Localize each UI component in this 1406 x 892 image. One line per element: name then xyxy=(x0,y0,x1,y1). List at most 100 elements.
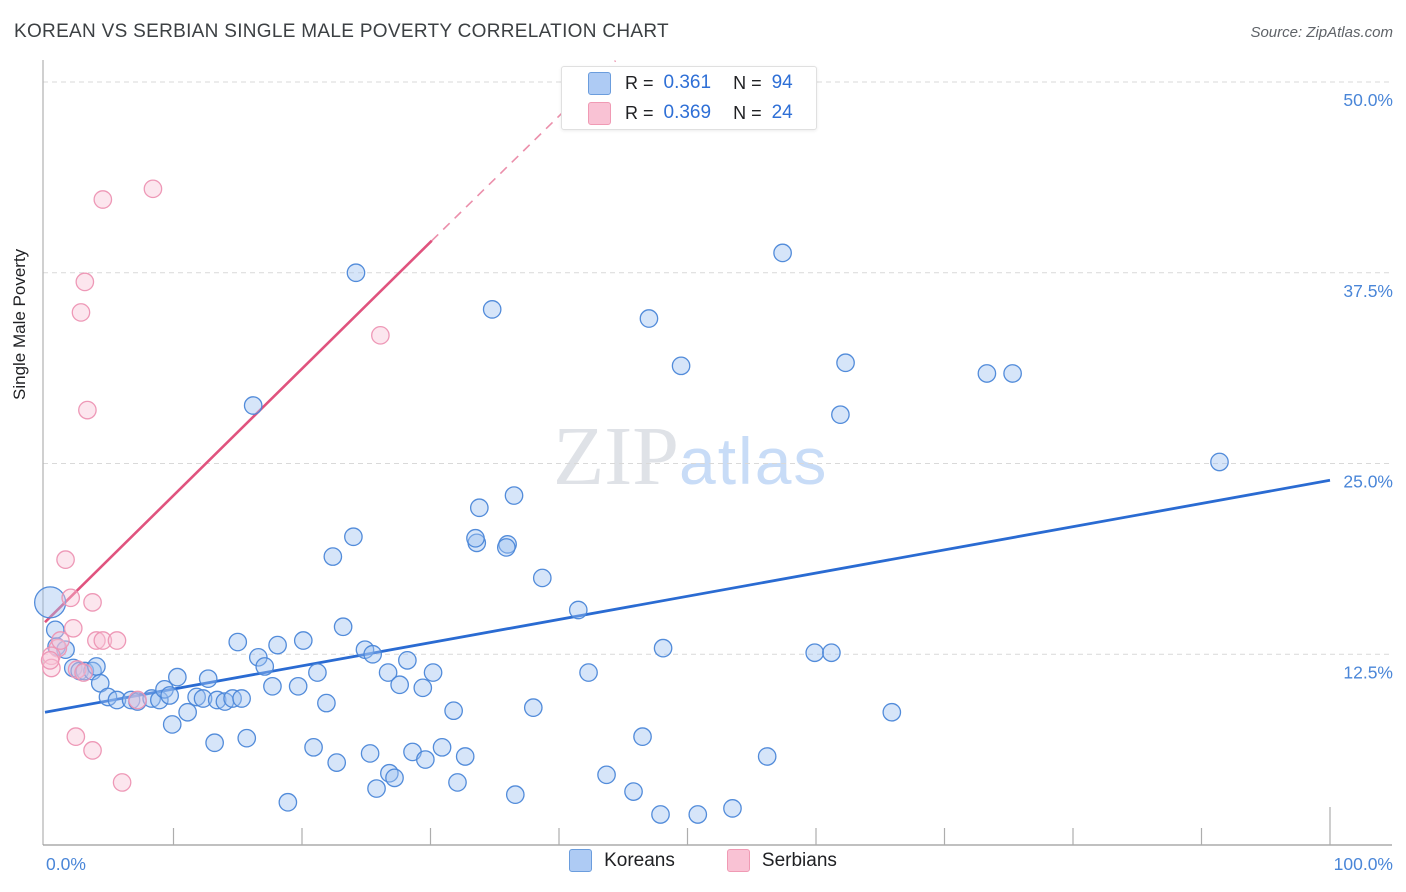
data-point-koreans xyxy=(121,690,141,710)
x-tick-label-min: 0.0% xyxy=(46,854,86,874)
data-point-koreans xyxy=(308,663,327,682)
data-point-koreans xyxy=(822,643,841,663)
data-point-serbians xyxy=(51,631,70,650)
n-label: N = xyxy=(733,72,762,93)
data-point-koreans xyxy=(378,663,398,682)
data-point-serbians xyxy=(107,631,127,650)
data-point-serbians xyxy=(71,303,91,322)
data-point-koreans xyxy=(532,568,552,588)
koreans-label: Koreans xyxy=(604,849,675,871)
data-point-koreans xyxy=(416,750,435,769)
data-point-koreans xyxy=(33,586,67,619)
data-point-koreans xyxy=(142,689,162,708)
data-point-koreans xyxy=(1003,364,1022,383)
data-point-serbians xyxy=(87,631,106,650)
data-point-serbians xyxy=(40,651,60,670)
serbians-swatch-icon xyxy=(726,849,750,872)
data-point-koreans xyxy=(432,737,452,757)
data-point-koreans xyxy=(304,737,323,757)
data-point-koreans xyxy=(367,779,386,798)
correlation-legend: R = 0.361 N = 94 R = 0.369 N = 24 xyxy=(561,66,817,130)
data-point-koreans xyxy=(390,675,410,695)
data-point-koreans xyxy=(882,702,902,722)
serbians-swatch-icon xyxy=(588,101,611,125)
data-point-koreans xyxy=(293,631,313,650)
data-point-koreans xyxy=(193,689,213,708)
data-point-serbians xyxy=(371,325,390,345)
data-point-koreans xyxy=(288,676,308,696)
data-point-serbians xyxy=(75,272,95,292)
data-point-koreans xyxy=(178,702,197,722)
data-point-koreans xyxy=(243,396,263,415)
r-value: 0.369 xyxy=(663,102,712,123)
data-point-koreans xyxy=(413,678,433,698)
data-point-koreans xyxy=(268,635,287,655)
data-point-serbians xyxy=(63,618,83,638)
data-point-koreans xyxy=(671,356,691,376)
data-point-koreans xyxy=(466,528,485,548)
data-point-koreans xyxy=(469,498,489,518)
data-point-koreans xyxy=(723,799,742,818)
data-point-serbians xyxy=(93,631,113,650)
data-point-koreans xyxy=(651,805,670,824)
data-point-koreans xyxy=(639,309,659,328)
data-point-koreans xyxy=(688,805,708,824)
data-point-serbians xyxy=(78,400,97,420)
data-point-koreans xyxy=(327,753,347,772)
data-point-koreans xyxy=(653,638,673,658)
n-value: 94 xyxy=(771,72,793,93)
data-point-serbians xyxy=(112,773,132,792)
data-point-koreans xyxy=(248,647,268,667)
data-point-koreans xyxy=(205,733,224,753)
data-point-koreans xyxy=(504,486,524,505)
data-point-koreans xyxy=(398,651,417,670)
data-point-koreans xyxy=(255,657,275,676)
data-point-koreans xyxy=(523,698,543,718)
data-point-serbians xyxy=(74,663,93,682)
data-point-koreans xyxy=(597,765,616,785)
data-point-serbians xyxy=(128,690,147,710)
data-point-koreans xyxy=(155,679,174,699)
y-tick-label: 12.5% xyxy=(1343,662,1393,682)
data-point-koreans xyxy=(323,547,343,566)
data-point-koreans xyxy=(162,715,182,734)
source-attribution: Source: ZipAtlas.com xyxy=(1250,24,1393,41)
data-point-koreans xyxy=(831,405,850,425)
x-tick-label-max: 100.0% xyxy=(1334,854,1393,874)
data-point-serbians xyxy=(56,550,75,569)
data-point-koreans xyxy=(505,785,525,804)
data-point-koreans xyxy=(333,617,353,637)
data-point-koreans xyxy=(385,768,404,788)
data-point-koreans xyxy=(237,728,257,748)
data-point-koreans xyxy=(423,663,443,682)
data-point-koreans xyxy=(346,263,366,283)
data-point-koreans xyxy=(805,643,825,663)
koreans-swatch-icon xyxy=(588,71,611,95)
data-point-serbians xyxy=(61,588,81,608)
data-point-serbians xyxy=(93,190,113,209)
data-point-koreans xyxy=(568,600,588,620)
data-point-koreans xyxy=(363,644,383,664)
data-point-koreans xyxy=(633,727,652,747)
series-legend: Koreans Serbians xyxy=(0,849,1406,872)
data-point-koreans xyxy=(977,364,997,383)
legend-item-koreans: Koreans xyxy=(569,849,675,872)
n-value: 24 xyxy=(771,102,793,123)
data-point-koreans xyxy=(107,690,127,710)
data-point-koreans xyxy=(344,527,363,547)
data-point-koreans xyxy=(624,782,643,801)
y-tick-label: 25.0% xyxy=(1343,472,1393,492)
chart-title: KOREAN VS SERBIAN SINGLE MALE POVERTY CO… xyxy=(14,21,669,42)
data-point-serbians xyxy=(83,593,102,612)
data-point-koreans xyxy=(360,744,380,763)
data-point-koreans xyxy=(448,773,467,792)
data-point-serbians xyxy=(42,658,61,678)
data-point-koreans xyxy=(496,538,516,557)
data-point-koreans xyxy=(168,667,187,687)
data-point-koreans xyxy=(579,663,598,682)
data-point-koreans xyxy=(757,747,777,766)
data-point-koreans xyxy=(836,353,855,373)
legend-row-koreans: R = 0.361 N = 94 xyxy=(562,70,816,96)
r-label: R = xyxy=(625,72,654,93)
